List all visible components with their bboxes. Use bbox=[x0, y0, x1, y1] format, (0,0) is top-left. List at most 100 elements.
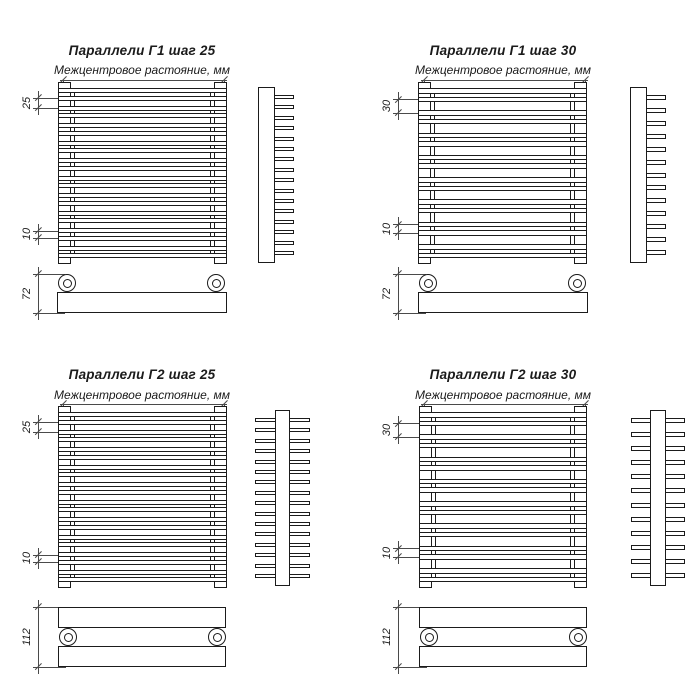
heating-tube bbox=[418, 132, 587, 139]
side-tube-stub bbox=[288, 542, 310, 547]
extension-line bbox=[393, 113, 432, 115]
heating-tube bbox=[58, 472, 227, 477]
center-distance-dimension-line bbox=[60, 80, 227, 81]
side-tube-stub bbox=[288, 428, 310, 433]
side-tube-stub bbox=[288, 501, 310, 506]
side-tube-stub bbox=[273, 178, 294, 183]
heating-tube bbox=[58, 464, 227, 470]
dimension-tick bbox=[394, 109, 403, 117]
extension-line bbox=[33, 562, 72, 563]
extension-line bbox=[224, 404, 225, 410]
side-tube-stub bbox=[288, 470, 310, 474]
dim-inner-gap-label: 10 bbox=[381, 546, 393, 559]
side-tube-stub bbox=[664, 488, 685, 494]
heating-tube bbox=[418, 88, 587, 94]
side-tube-stub bbox=[255, 470, 277, 474]
side-tube-stub bbox=[255, 511, 277, 516]
side-tube-stub bbox=[273, 219, 294, 224]
dimension-tick bbox=[34, 270, 43, 278]
heating-tube bbox=[58, 123, 227, 128]
dimension-tick bbox=[394, 220, 403, 229]
side-tube-stub bbox=[645, 95, 666, 100]
dimension-line bbox=[38, 547, 39, 569]
dimension-tick bbox=[394, 419, 403, 427]
side-tube-stub bbox=[664, 460, 685, 466]
side-tube-stub bbox=[631, 558, 652, 564]
pipe-connection-inner bbox=[423, 278, 433, 288]
extension-line bbox=[585, 404, 586, 410]
heating-tube bbox=[58, 95, 227, 101]
heating-tube bbox=[419, 412, 587, 418]
extension-line bbox=[393, 556, 432, 558]
dimension-tick bbox=[394, 229, 403, 237]
dimension-tick bbox=[34, 234, 43, 242]
extension-line bbox=[393, 548, 432, 550]
side-tube-stub bbox=[273, 230, 294, 235]
heating-tube bbox=[58, 447, 227, 452]
heating-tube bbox=[58, 235, 227, 241]
extension-line bbox=[393, 437, 432, 439]
side-tube-stub bbox=[255, 532, 277, 537]
side-tube-stub bbox=[645, 159, 666, 165]
extension-line bbox=[33, 667, 66, 668]
side-tube-stub bbox=[631, 460, 652, 466]
heating-tube bbox=[418, 154, 587, 161]
side-tube-stub bbox=[645, 250, 666, 255]
bottom-collector bbox=[58, 607, 226, 628]
extension-line bbox=[33, 422, 72, 423]
side-tube-stub bbox=[273, 115, 294, 120]
pipe-connection-outer bbox=[58, 274, 76, 292]
heating-tube bbox=[58, 140, 227, 146]
dimension-tick bbox=[34, 558, 43, 566]
dimension-line bbox=[38, 415, 39, 439]
dim-inner-gap-label: 10 bbox=[381, 222, 393, 235]
extension-line bbox=[393, 224, 432, 226]
side-tube-stub bbox=[664, 544, 685, 550]
side-tube-stub bbox=[273, 95, 294, 99]
side-tube-stub bbox=[631, 474, 652, 480]
panel-subtitle: Межцентровое растояние, мм bbox=[54, 63, 230, 77]
side-tube-stub bbox=[255, 438, 277, 443]
side-tube-stub bbox=[288, 532, 310, 537]
pipe-connection-inner bbox=[211, 278, 221, 288]
heating-tube bbox=[419, 465, 587, 471]
collector-right bbox=[214, 82, 227, 264]
side-tube-stub bbox=[631, 516, 652, 522]
dim-step-label: 25 bbox=[21, 96, 33, 110]
heating-tube bbox=[58, 569, 227, 575]
collector-right bbox=[574, 82, 587, 264]
pipe-connection-inner bbox=[212, 632, 222, 642]
collector-left bbox=[58, 82, 71, 264]
dimension-tick bbox=[34, 418, 43, 426]
extension-line bbox=[33, 274, 65, 275]
side-collector-bar bbox=[275, 410, 290, 586]
side-tube-stub bbox=[645, 133, 666, 139]
heating-tube bbox=[58, 148, 227, 153]
pipe-connection-inner bbox=[572, 278, 582, 288]
heating-tube bbox=[419, 509, 587, 516]
side-tube-stub bbox=[255, 418, 277, 422]
heating-tube bbox=[58, 412, 227, 417]
center-distance-dimension-line bbox=[60, 404, 227, 405]
pipe-connection-inner bbox=[424, 632, 434, 642]
extension-line bbox=[63, 80, 64, 86]
side-tube-stub bbox=[273, 199, 294, 203]
heating-tube bbox=[419, 442, 587, 449]
side-tube-stub bbox=[255, 563, 277, 568]
heating-tube bbox=[58, 517, 227, 522]
side-tube-stub bbox=[255, 553, 277, 558]
heating-tube bbox=[58, 489, 227, 495]
heating-tube bbox=[58, 193, 227, 198]
nipple-strip-right bbox=[210, 412, 215, 582]
heating-tube bbox=[58, 210, 227, 216]
side-tube-stub bbox=[288, 438, 310, 443]
side-tube-stub bbox=[288, 553, 310, 558]
heating-tube bbox=[419, 545, 587, 552]
heating-tube bbox=[419, 568, 587, 574]
side-tube-stub bbox=[273, 188, 294, 193]
dimension-line bbox=[398, 267, 399, 320]
heating-tube bbox=[58, 577, 227, 582]
heating-tube bbox=[58, 165, 227, 171]
collector-right bbox=[574, 406, 587, 588]
